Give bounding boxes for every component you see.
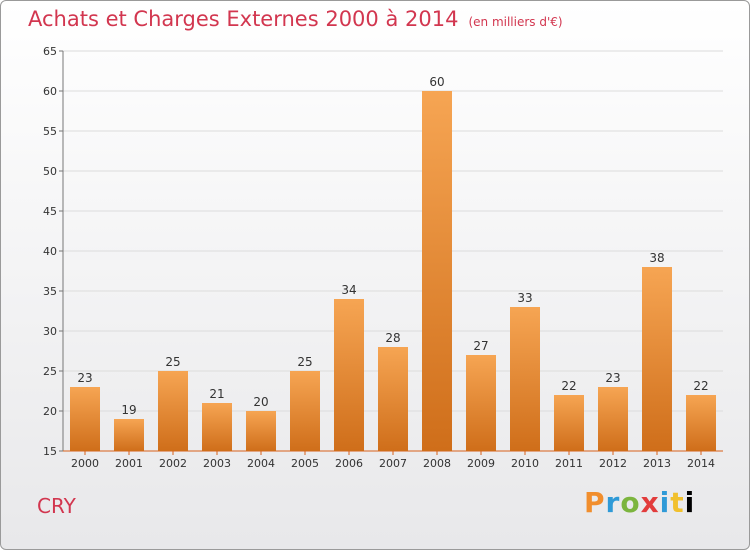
y-tick-label: 55 bbox=[43, 125, 57, 138]
bar bbox=[246, 411, 276, 451]
data-label: 23 bbox=[605, 371, 620, 385]
data-label: 25 bbox=[297, 355, 312, 369]
y-tick-label: 40 bbox=[43, 245, 57, 258]
data-label: 33 bbox=[517, 291, 532, 305]
bar bbox=[202, 403, 232, 451]
data-label: 23 bbox=[77, 371, 92, 385]
x-tick-label: 2003 bbox=[203, 457, 231, 470]
chart-title: Achats et Charges Externes 2000 à 2014 (e… bbox=[28, 7, 563, 31]
place-name: CRY bbox=[37, 494, 76, 518]
x-tick-label: 2008 bbox=[423, 457, 451, 470]
bar bbox=[686, 395, 716, 451]
bar bbox=[290, 371, 320, 451]
data-label: 22 bbox=[693, 379, 708, 393]
bar bbox=[422, 91, 452, 451]
x-tick-label: 2014 bbox=[687, 457, 715, 470]
data-label: 27 bbox=[473, 339, 488, 353]
bar bbox=[158, 371, 188, 451]
x-tick-label: 2002 bbox=[159, 457, 187, 470]
data-label: 25 bbox=[165, 355, 180, 369]
data-label: 20 bbox=[253, 395, 268, 409]
data-label: 21 bbox=[209, 387, 224, 401]
bar bbox=[642, 267, 672, 451]
y-tick-label: 35 bbox=[43, 285, 57, 298]
bar bbox=[70, 387, 100, 451]
x-tick-label: 2004 bbox=[247, 457, 275, 470]
x-tick-label: 2001 bbox=[115, 457, 143, 470]
y-tick-label: 30 bbox=[43, 325, 57, 338]
y-tick-label: 50 bbox=[43, 165, 57, 178]
bar bbox=[554, 395, 584, 451]
bar bbox=[378, 347, 408, 451]
data-label: 38 bbox=[649, 251, 664, 265]
chart-subtitle: (en milliers d'€) bbox=[468, 15, 563, 29]
bar bbox=[510, 307, 540, 451]
y-tick-label: 45 bbox=[43, 205, 57, 218]
x-tick-label: 2000 bbox=[71, 457, 99, 470]
bar bbox=[598, 387, 628, 451]
x-tick-label: 2012 bbox=[599, 457, 627, 470]
x-tick-label: 2011 bbox=[555, 457, 583, 470]
x-tick-label: 2006 bbox=[335, 457, 363, 470]
bar bbox=[114, 419, 144, 451]
x-tick-label: 2005 bbox=[291, 457, 319, 470]
y-tick-label: 60 bbox=[43, 85, 57, 98]
data-label: 19 bbox=[121, 403, 136, 417]
data-label: 28 bbox=[385, 331, 400, 345]
x-tick-label: 2009 bbox=[467, 457, 495, 470]
y-tick-label: 20 bbox=[43, 405, 57, 418]
data-label: 60 bbox=[429, 75, 444, 89]
proxiti-logo: Proxiti bbox=[584, 486, 696, 519]
x-tick-label: 2007 bbox=[379, 457, 407, 470]
y-tick-label: 25 bbox=[43, 365, 57, 378]
x-tick-label: 2010 bbox=[511, 457, 539, 470]
bar bbox=[466, 355, 496, 451]
data-label: 22 bbox=[561, 379, 576, 393]
y-tick-label: 65 bbox=[43, 45, 57, 58]
chart-title-text: Achats et Charges Externes 2000 à 2014 bbox=[28, 7, 459, 31]
bar bbox=[334, 299, 364, 451]
y-tick-label: 15 bbox=[43, 445, 57, 458]
x-tick-label: 2013 bbox=[643, 457, 671, 470]
data-label: 34 bbox=[341, 283, 356, 297]
